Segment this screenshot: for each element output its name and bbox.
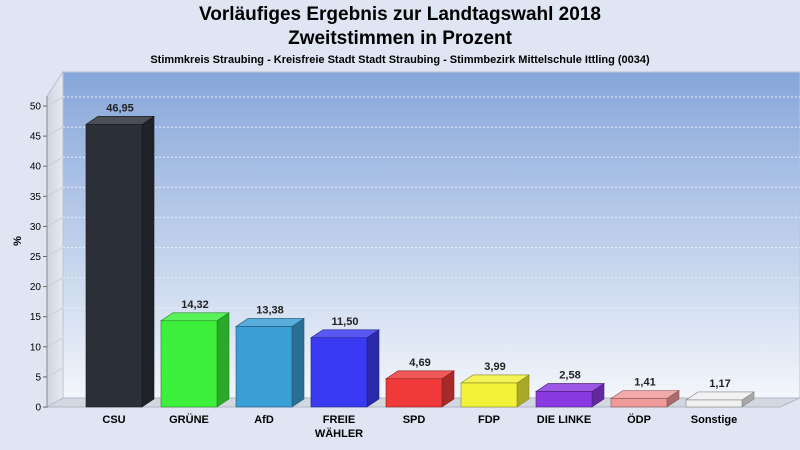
bar-front [160, 320, 218, 408]
bar-top [460, 374, 530, 384]
bar-top [235, 318, 305, 327]
bar-value-label: 11,50 [332, 316, 359, 328]
x-tick-label: DIE LINKE [537, 414, 591, 426]
bar-value-label: 14,32 [181, 299, 209, 311]
bar-1: 46,95 [85, 102, 155, 408]
bar-front [610, 398, 668, 408]
bar-front [385, 378, 443, 408]
y-tick-label: 20 [30, 282, 42, 293]
x-tick-label: FREIE WÄHLER [315, 414, 363, 440]
bar-value-label: 46,95 [106, 102, 134, 114]
bar-8: 1,41 [610, 377, 680, 408]
bar-side [141, 115, 155, 408]
bar-5: 4,69 [385, 357, 455, 408]
bar-value-label: 1,41 [634, 377, 655, 389]
y-tick-label: 5 [35, 372, 41, 383]
bar-6: 3,99 [460, 361, 530, 408]
bar-top [310, 329, 380, 339]
bar-side [366, 329, 380, 408]
bar-7: 2,58 [535, 369, 605, 408]
y-tick-label: 0 [35, 403, 41, 414]
y-tick-label: 25 [30, 252, 42, 263]
bar-value-label: 2,58 [559, 369, 580, 381]
bar-3: 13,38 [235, 304, 305, 408]
y-tick-label: 45 [30, 132, 42, 143]
y-tick-label: 10 [30, 342, 42, 353]
bar-2: 14,32 [160, 299, 230, 408]
x-tick-label: AfD [254, 414, 274, 426]
x-tick-label: FDP [478, 414, 500, 426]
bar-front [685, 399, 743, 408]
chart-subtitle: Zweitstimmen in Prozent [288, 28, 512, 49]
bar-value-label: 4,69 [409, 357, 430, 369]
x-tick-label: SPD [403, 414, 426, 426]
bar-front [460, 382, 518, 408]
bar-front [85, 124, 143, 408]
bar-value-label: 13,38 [256, 304, 284, 316]
bar-front [235, 326, 293, 408]
y-tick-label: 30 [30, 222, 42, 233]
y-axis-label: % [12, 236, 24, 246]
bar-side [216, 312, 230, 408]
x-tick-label: CSU [102, 414, 125, 426]
chart-subtitle-location: Stimmkreis Straubing - Kreisfreie Stadt … [150, 54, 650, 66]
bar-top [385, 370, 455, 380]
bar-top [160, 312, 230, 322]
gridlines [46, 96, 800, 378]
bar-9: 1,17 [685, 378, 755, 408]
bar-top [535, 383, 605, 392]
y-tick-label: 40 [30, 162, 42, 173]
bar-top [85, 116, 155, 125]
x-tick-label: Sonstige [691, 414, 737, 426]
x-tick-label: GRÜNE [169, 413, 209, 426]
x-tick-label: ÖDP [627, 413, 651, 426]
bar-top [610, 390, 680, 399]
bar-side [291, 317, 305, 408]
bar-value-label: 1,17 [709, 378, 730, 390]
bar-value-label: 3,99 [484, 361, 505, 373]
y-axis: 0 5 10 15 20 25 30 35 40 45 50 [30, 96, 48, 414]
bars: 46,95 14,32 13,38 11,50 4,69 3,99 2,58 1,41 1,17 [85, 102, 755, 408]
chart-title: Vorläufiges Ergebnis zur Landtagswahl 20… [199, 4, 601, 25]
bar-top [685, 391, 755, 401]
bar-4: 11,50 [310, 316, 380, 408]
y-tick-label: 15 [30, 312, 42, 323]
x-axis-labels: CSU GRÜNE AfD FREIE WÄHLER SPD FDP DIE LINKE ÖDP… [102, 413, 737, 440]
bar-front [535, 391, 593, 408]
bar-front [310, 337, 368, 408]
y-tick-label: 35 [30, 192, 42, 203]
y-tick-label: 50 [30, 102, 42, 113]
